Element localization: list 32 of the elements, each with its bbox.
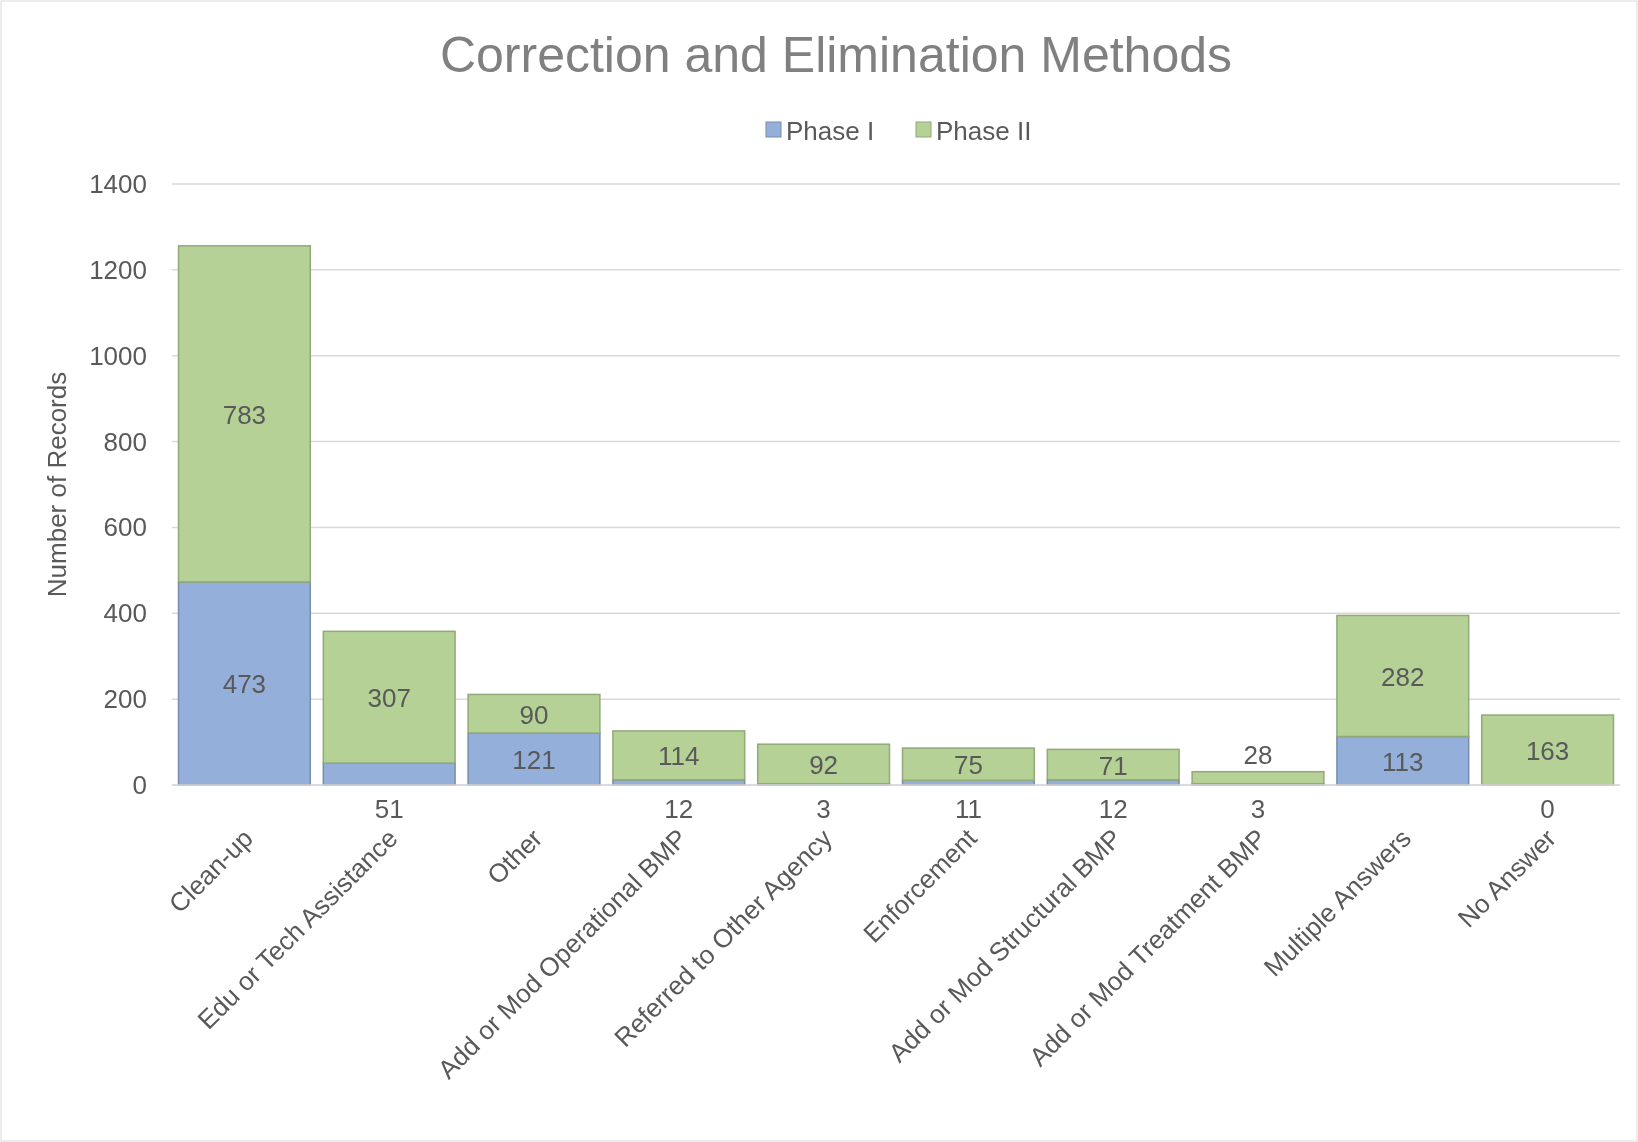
chart-title: Correction and Elimination Methods bbox=[439, 27, 1233, 83]
y-tick-label: 200 bbox=[103, 684, 147, 715]
data-label: 28 bbox=[1243, 739, 1273, 770]
data-label: 113 bbox=[1382, 746, 1424, 777]
data-label: 307 bbox=[367, 683, 411, 714]
y-axis-title: Number of Records bbox=[42, 371, 72, 598]
data-label: 75 bbox=[953, 750, 983, 781]
data-label: 282 bbox=[1381, 661, 1425, 692]
data-label: 3 bbox=[1250, 794, 1266, 824]
y-tick-label: 400 bbox=[103, 598, 147, 629]
data-label: 473 bbox=[222, 669, 267, 700]
data-label: 11 bbox=[954, 794, 982, 824]
data-label: 90 bbox=[519, 699, 549, 730]
data-label: 114 bbox=[658, 741, 700, 772]
y-tick-label: 1000 bbox=[89, 340, 147, 371]
data-label: 0 bbox=[1540, 794, 1555, 824]
legend-label: Phase I bbox=[786, 116, 875, 146]
data-label: 783 bbox=[222, 399, 267, 430]
data-label: 12 bbox=[1098, 794, 1128, 824]
y-tick-label: 800 bbox=[103, 426, 147, 457]
y-tick-label: 0 bbox=[132, 770, 147, 800]
y-tick-label: 600 bbox=[103, 512, 147, 543]
y-tick-label: 1400 bbox=[89, 169, 147, 199]
data-label: 3 bbox=[816, 794, 831, 824]
legend-label: Phase II bbox=[936, 116, 1032, 146]
data-label: 121 bbox=[512, 745, 556, 776]
data-label: 51 bbox=[374, 794, 404, 824]
data-label: 12 bbox=[664, 794, 694, 824]
data-label: 92 bbox=[809, 749, 839, 780]
y-tick-label: 1200 bbox=[89, 254, 147, 285]
data-label: 163 bbox=[1525, 736, 1570, 767]
data-label: 71 bbox=[1098, 750, 1128, 781]
